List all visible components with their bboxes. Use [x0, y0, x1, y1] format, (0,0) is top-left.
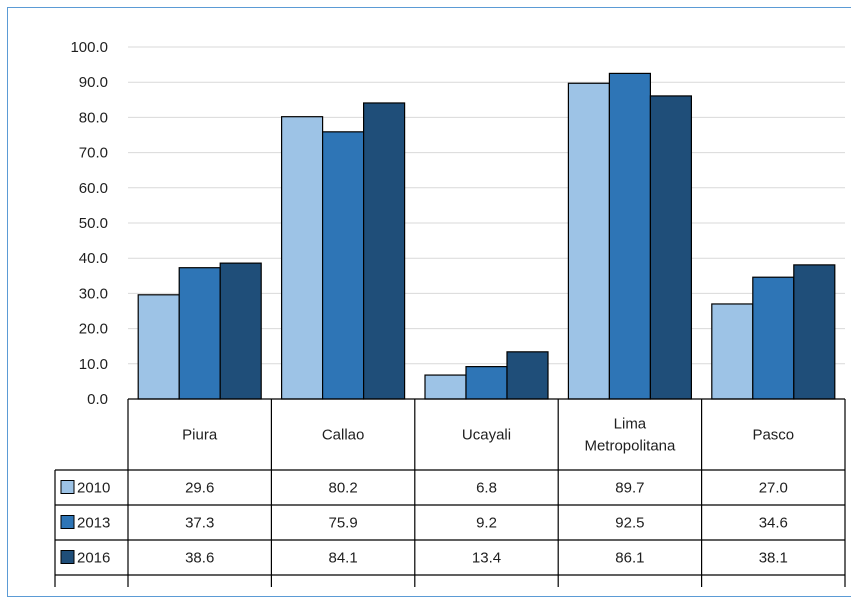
- y-axis-tick-labels: 0.0 10.0 20.0 30.0 40.0 50.0 60.0 70.0 80.0 90.0 1…: [70, 39, 108, 408]
- data-label: 29.6: [185, 480, 214, 497]
- data-table: Piura Callao Ucayali Lima Metropolitana Pasco…: [54, 398, 846, 587]
- data-label: 13.4: [472, 550, 501, 567]
- bar-2010: [137, 294, 180, 400]
- data-label: 38.6: [185, 550, 214, 567]
- y-tick-label: 70.0: [79, 145, 108, 162]
- data-label: 6.8: [476, 480, 497, 497]
- category-label: Callao: [322, 427, 365, 444]
- category-label: Lima: [614, 416, 647, 433]
- y-tick-label: 80.0: [79, 109, 108, 126]
- legend-label: 2016: [77, 550, 110, 567]
- y-tick-label: 10.0: [79, 356, 108, 373]
- y-tick-label: 90.0: [79, 74, 108, 91]
- data-label: 38.1: [759, 550, 788, 567]
- data-label: 80.2: [328, 480, 357, 497]
- legend-key-2016: [60, 550, 75, 564]
- data-label: 89.7: [615, 480, 644, 497]
- data-label: 37.3: [185, 515, 214, 532]
- bars: [137, 72, 836, 400]
- y-tick-label: 50.0: [79, 215, 108, 232]
- data-label: 9.2: [476, 515, 497, 532]
- y-tick-label: 100.0: [70, 39, 108, 56]
- data-label: 92.5: [615, 515, 644, 532]
- bar-2016: [793, 264, 836, 400]
- bar-2010: [567, 82, 611, 400]
- y-tick-label: 60.0: [79, 180, 108, 197]
- category-label: Metropolitana: [584, 438, 676, 455]
- bar-2013: [322, 131, 365, 400]
- bar-2016: [363, 102, 406, 400]
- legend-label: 2013: [77, 515, 110, 532]
- bar-2016: [219, 262, 262, 400]
- bar-2010: [711, 303, 754, 400]
- bar-2013: [752, 276, 795, 400]
- legend-key-2013: [60, 515, 75, 529]
- bar-2013: [465, 366, 508, 400]
- bar-2010: [424, 374, 467, 400]
- y-tick-label: 30.0: [79, 285, 108, 302]
- bar-2010: [281, 116, 324, 400]
- bar-2013: [178, 267, 221, 400]
- legend-key-2010: [60, 480, 75, 494]
- data-label: 27.0: [759, 480, 788, 497]
- category-label: Ucayali: [462, 427, 511, 444]
- category-label: Piura: [182, 427, 218, 444]
- bar-2016: [649, 95, 693, 400]
- y-tick-label: 40.0: [79, 250, 108, 267]
- y-tick-label: 0.0: [87, 391, 108, 408]
- data-label: 75.9: [328, 515, 357, 532]
- data-label: 84.1: [328, 550, 357, 567]
- bar-2016: [506, 351, 549, 400]
- legend-label: 2010: [77, 480, 110, 497]
- data-label: 86.1: [615, 550, 644, 567]
- y-tick-label: 20.0: [79, 321, 108, 338]
- category-label: Pasco: [752, 427, 794, 444]
- bar-2013: [608, 72, 652, 400]
- data-label: 34.6: [759, 515, 788, 532]
